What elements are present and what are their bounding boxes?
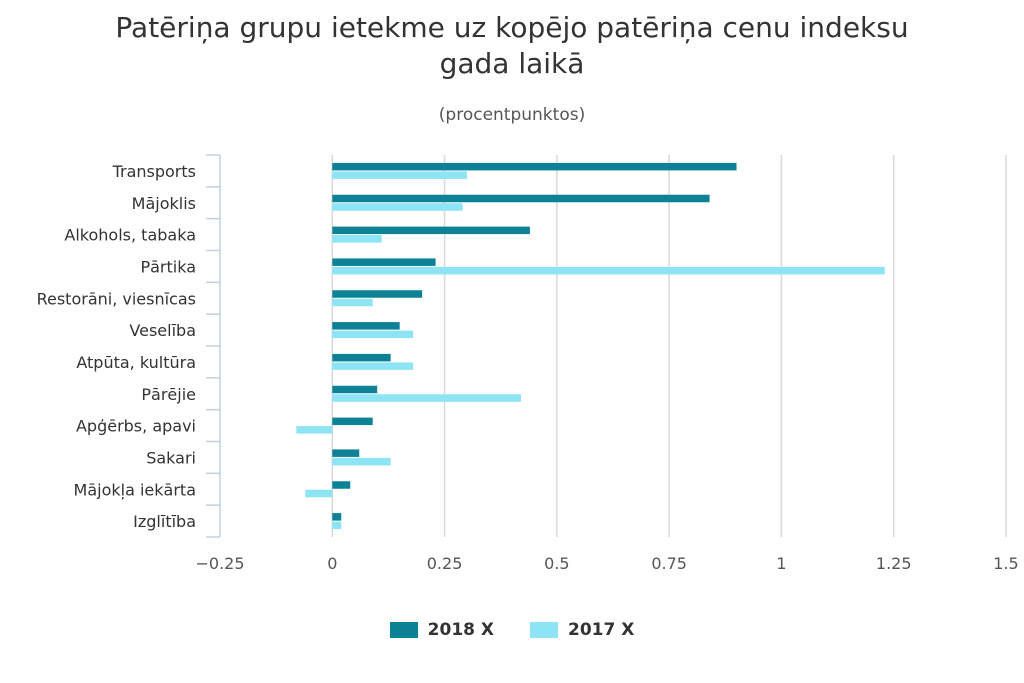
bar-2018 [332, 322, 400, 330]
category-label: Transports [112, 162, 196, 181]
legend-item-2017[interactable]: 2017 X [530, 620, 634, 640]
bar-2018 [332, 258, 436, 266]
legend-label-2017: 2017 X [568, 620, 635, 640]
legend-item-2018[interactable]: 2018 X [389, 620, 494, 640]
category-label: Atpūta, kultūra [76, 353, 196, 372]
bar-2017 [332, 266, 885, 275]
bar-2017 [332, 235, 382, 243]
bar-2018 [332, 417, 373, 426]
bar-2017 [332, 171, 468, 179]
bar-2017 [332, 330, 414, 339]
bar-2018 [332, 513, 342, 521]
x-tick-label: 0.5 [544, 554, 569, 573]
x-tick-label: 1.5 [993, 554, 1018, 573]
bar-2017 [332, 521, 342, 530]
category-label: Mājoklis [132, 194, 196, 213]
category-label: Sakari [146, 448, 196, 467]
x-tick-label: 0 [327, 554, 337, 573]
chart-legend: 2018 X 2017 X [0, 620, 1024, 640]
bar-2017 [332, 394, 521, 402]
bar-2017 [296, 426, 333, 434]
chart-title: Patēriņa grupu ietekme uz kopējo patēriņ… [0, 10, 1024, 82]
x-tick-label: 0.25 [427, 554, 463, 573]
category-label: Mājokļa iekārta [74, 480, 196, 499]
bar-2018 [332, 481, 351, 489]
chart-title-line-2: gada laikā [439, 47, 585, 80]
legend-swatch-2018 [389, 622, 418, 638]
bar-2017 [332, 457, 391, 466]
category-label: Izglītība [133, 512, 196, 531]
chart-title-line-1: Patēriņa grupu ietekme uz kopējo patēriņ… [115, 11, 909, 44]
category-label: Pārējie [141, 385, 196, 404]
bar-2018 [332, 449, 360, 457]
legend-label-2018: 2018 X [427, 620, 494, 640]
x-tick-label: −0.25 [195, 554, 244, 573]
bar-2017 [332, 298, 373, 307]
bar-2017 [332, 362, 414, 370]
x-tick-label: 1.25 [876, 554, 912, 573]
category-label: Apģērbs, apavi [76, 417, 196, 436]
chart-subtitle: (procentpunktos) [438, 105, 586, 125]
legend-swatch-2017 [530, 622, 558, 638]
category-label: Alkohols, tabaka [64, 226, 196, 245]
bar-2017 [305, 489, 333, 498]
category-label: Veselība [129, 321, 196, 340]
category-label: Restorāni, viesnīcas [37, 289, 196, 308]
category-label: Pārtika [140, 257, 196, 276]
bar-2018 [332, 353, 391, 362]
bar-chart: Transports Mājoklis Alkohols, tabaka Pārtik… [37, 154, 1019, 573]
bar-2017 [332, 203, 463, 211]
x-tick-label: 0.75 [651, 554, 687, 573]
bar-2018 [332, 385, 378, 394]
bar-2018 [332, 194, 710, 203]
bar-2018 [332, 226, 530, 235]
x-tick-label: 1 [776, 554, 786, 573]
bar-2018 [332, 162, 737, 171]
bar-2018 [332, 290, 423, 298]
